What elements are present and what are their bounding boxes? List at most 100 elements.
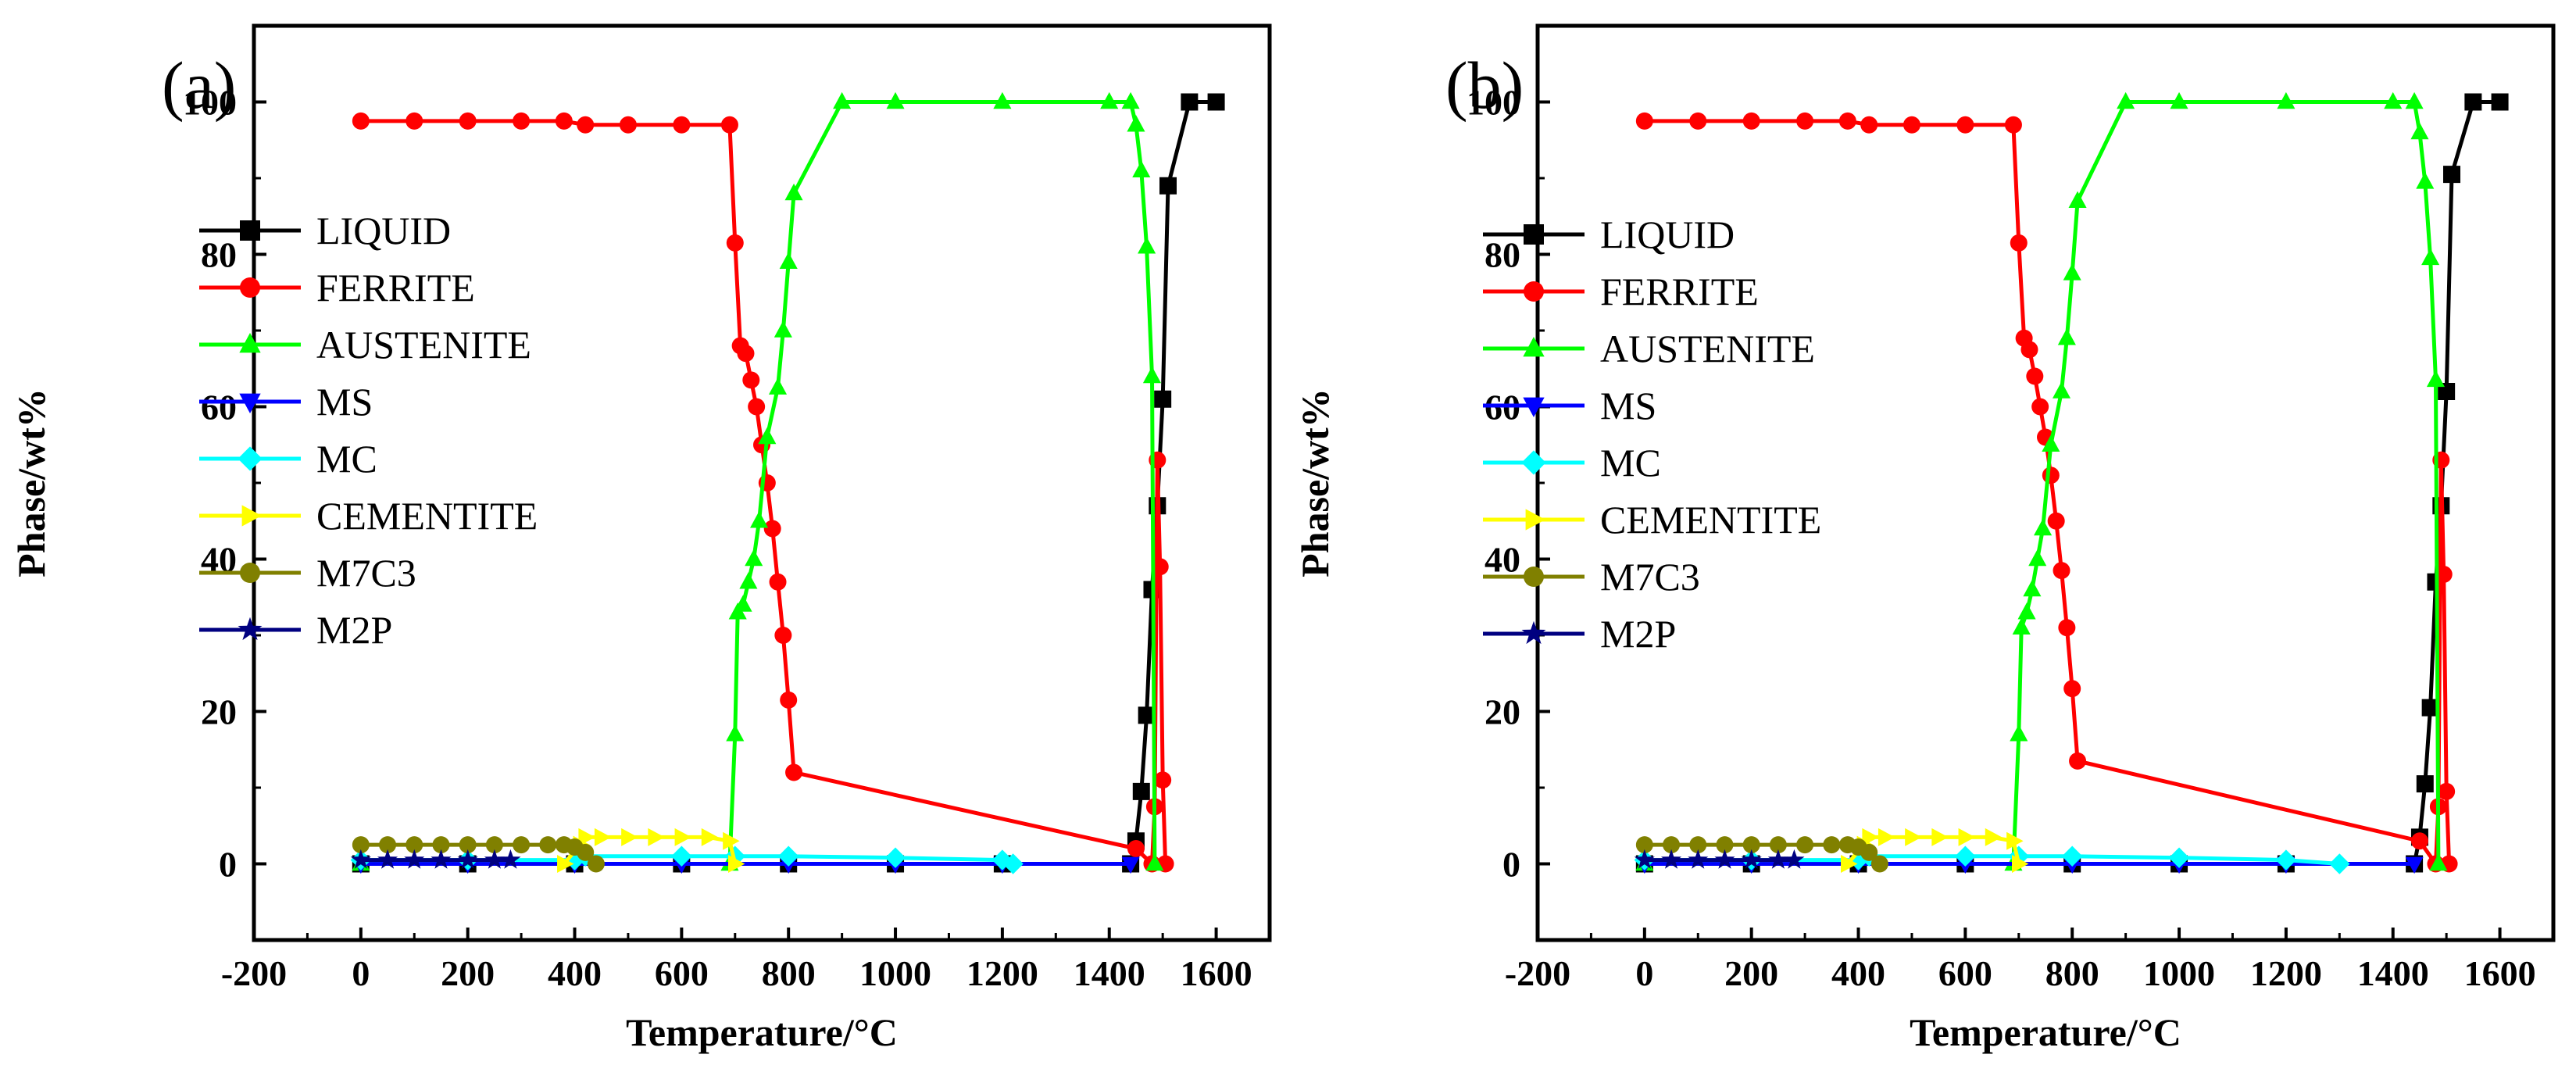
series-group [1634,91,2509,874]
data-point-austenite [993,91,1012,109]
legend-label-austenite: AUSTENITE [1600,327,1815,370]
data-point-cementite [621,828,638,846]
data-point-austenite [2052,381,2071,399]
data-point-austenite [2068,191,2087,209]
data-point-liquid [1159,177,1177,195]
x-tick-label: 200 [1724,953,1778,993]
legend-marker-liquid [240,220,260,241]
data-point-ferrite [352,112,370,130]
data-point-austenite [2384,91,2403,109]
data-point-cementite [1985,828,2003,846]
legend-marker-liquid [1524,224,1544,245]
data-point-cementite [701,828,719,846]
legend-label-mc: MC [1600,441,1661,484]
data-point-m2p [484,849,505,869]
data-point-m7c3 [577,843,595,861]
data-point-m7c3 [352,836,370,854]
data-point-ferrite [1903,116,1920,134]
data-point-cementite [557,854,574,874]
data-point-ferrite [2435,566,2453,583]
data-point-ferrite [2031,398,2049,416]
data-point-austenite [2012,617,2031,635]
data-point-ferrite [673,116,691,134]
data-point-m7c3 [513,836,531,854]
data-point-m7c3 [432,836,450,854]
legend-label-cementite: CEMENTITE [316,494,538,538]
data-point-mc [884,847,906,868]
x-tick-label: 600 [655,953,709,993]
legend-marker-m7c3 [240,563,260,583]
series-line-liquid [360,100,1217,866]
legend-label-m2p: M2P [316,608,392,652]
data-point-ferrite [513,112,531,130]
data-point-m2p [404,849,425,869]
legend-marker-mc [1521,450,1546,475]
data-point-austenite [2170,91,2188,109]
data-point-austenite [734,595,752,612]
data-point-cementite [1878,828,1895,846]
data-point-ferrite [2010,234,2028,252]
legend-marker-m7c3 [1524,567,1544,587]
data-point-cementite [723,831,740,850]
legend: LIQUID FERRITE AUSTENITE MS MC CEMENTITE M7C3 M… [1483,213,1821,656]
series-line-liquid [1644,100,2500,866]
y-tick-label: 40 [1485,540,1520,580]
data-point-austenite [2426,370,2446,388]
data-point-austenite [1127,115,1145,132]
data-point-cementite [727,854,745,874]
data-point-ferrite [1838,112,1856,130]
data-point-m7c3 [1663,836,1681,854]
data-point-ms [1121,856,1140,874]
data-point-ferrite [2047,512,2065,530]
x-tick-label: -200 [221,953,287,993]
data-point-ferrite [1689,112,1707,130]
data-point-mc [564,849,585,870]
data-point-m2p [377,849,398,869]
data-point-liquid [2438,383,2456,400]
legend-marker-ms [239,393,261,413]
data-point-m7c3 [539,836,557,854]
y-tick-label: 100 [1467,83,1520,123]
data-point-austenite [2405,91,2424,109]
data-point-austenite [739,572,758,589]
data-point-austenite [745,549,763,567]
data-point-ferrite [555,112,573,130]
x-tick-label: 1200 [966,953,1038,993]
series-line-austenite [1644,100,2441,866]
data-point-m2p [431,849,452,869]
series-line-austenite [360,100,1157,866]
data-point-m7c3 [1769,836,1787,854]
data-point-austenite [2010,724,2028,742]
x-tick-label: 1600 [1181,953,1252,993]
data-point-m7c3 [1796,836,1814,854]
data-point-liquid [1154,390,1172,408]
legend-label-austenite: AUSTENITE [316,323,531,366]
data-point-ferrite [737,345,755,363]
legend-label-ms: MS [316,380,373,424]
y-axis-title: Phase/wt% [1293,388,1337,577]
data-point-liquid [1138,706,1156,724]
legend-label-m7c3: M7C3 [1600,555,1700,599]
x-tick-label: 1000 [2143,953,2215,993]
legend-label-m2p: M2P [1600,612,1676,656]
data-point-ferrite [2020,341,2038,359]
data-point-ferrite [2410,832,2428,850]
legend-marker-austenite [1523,337,1545,357]
data-point-cementite [2006,831,2024,850]
data-point-ferrite [1151,558,1169,576]
data-point-austenite [2017,602,2036,620]
data-point-austenite [1100,91,1119,109]
data-point-ferrite [2042,467,2060,484]
data-point-m7c3 [459,836,477,854]
data-point-ferrite [1742,112,1760,130]
data-point-m7c3 [1860,843,1878,861]
data-point-ferrite [2026,367,2044,385]
data-point-austenite [2429,853,2448,871]
y-tick-label: 100 [183,83,237,123]
data-point-ferrite [577,116,595,134]
data-point-m2p [1767,849,1788,869]
data-point-austenite [774,320,792,338]
y-tick-label: 60 [201,388,237,427]
y-tick-label: 0 [1502,845,1520,885]
data-point-liquid [2421,699,2439,717]
